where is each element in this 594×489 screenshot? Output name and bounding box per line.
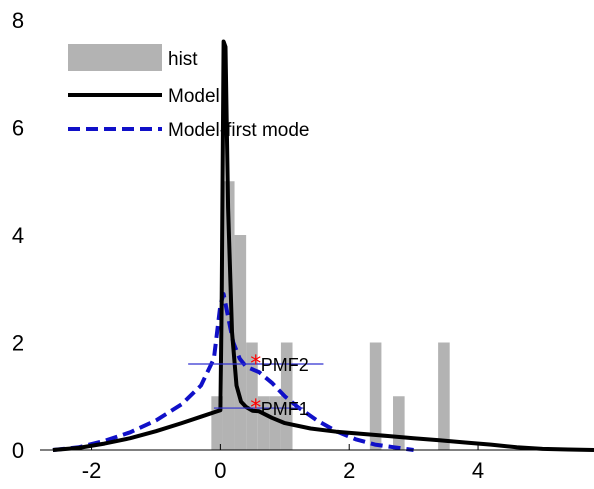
- y-tick-label: 2: [12, 331, 24, 356]
- y-tick-label: 4: [12, 223, 24, 248]
- legend: hist Model Model-first mode: [68, 44, 310, 141]
- x-tick-label: 4: [472, 458, 484, 483]
- pmf2-label: PMF2: [261, 355, 309, 375]
- legend-label-model: Model: [168, 86, 220, 107]
- y-tick-label: 0: [12, 438, 24, 463]
- series-line-model-first-mode: [52, 292, 414, 452]
- hist-bar-1: [222, 181, 235, 450]
- hist-bar-0: [211, 396, 223, 450]
- hist-bar-7: [369, 342, 382, 450]
- series-line-model: [52, 39, 594, 452]
- legend-label-hist: hist: [168, 49, 198, 70]
- hist-bar-8: [393, 396, 405, 450]
- y-tick-label: 8: [12, 8, 24, 33]
- x-tick-label: 0: [214, 458, 226, 483]
- annotations: * PMF2* PMF1: [188, 352, 324, 421]
- series-lines: [52, 39, 594, 452]
- legend-swatch-hist: [68, 44, 162, 71]
- x-tick-label: -2: [82, 458, 102, 483]
- x-tick-label: 2: [343, 458, 355, 483]
- hist-bar-4: [257, 396, 270, 450]
- hist-bar-2: [234, 235, 247, 450]
- pmf1-label: PMF1: [261, 399, 309, 419]
- hist-bar-9: [438, 342, 450, 450]
- y-tick-label: 6: [12, 116, 24, 141]
- axes: -2 0 2 4 0 2 4 6 8: [12, 8, 594, 483]
- legend-label-model-first-mode: Model-first mode: [168, 120, 310, 141]
- pmf2-marker: *: [250, 352, 261, 377]
- hist-bar-3: [246, 342, 258, 450]
- hist-bar-5: [269, 396, 281, 450]
- pmf1-marker: *: [250, 396, 261, 421]
